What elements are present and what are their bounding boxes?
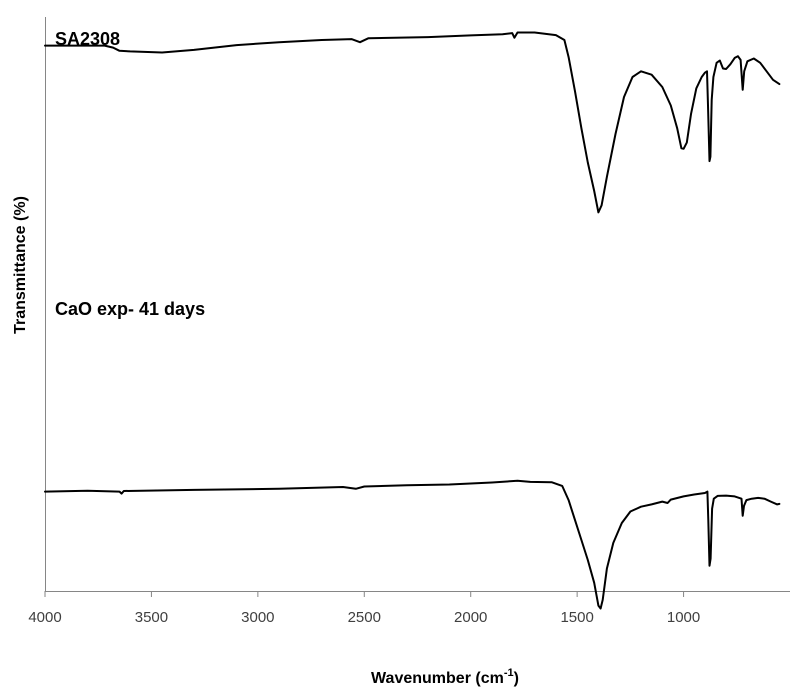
series-layer xyxy=(44,31,781,610)
x-axis-ticks: 4000 3500 3000 2500 2000 1500 1000 xyxy=(28,591,700,626)
x-tick-label: 3500 xyxy=(135,609,168,626)
x-axis-title-superscript: -1 xyxy=(504,667,514,679)
series-label-sa2308: SA2308 xyxy=(55,29,120,49)
x-axis-title: Wavenumber (cm-1) xyxy=(371,667,519,687)
x-tick-label: 1500 xyxy=(560,609,593,626)
labels-layer: SA2308 CaO exp- 41 days Transmittance (%… xyxy=(12,29,519,687)
plot-area xyxy=(45,17,790,592)
series-label-cao-exp: CaO exp- 41 days xyxy=(55,299,205,319)
x-axis-title-main: Wavenumber (cm xyxy=(371,670,504,687)
x-tick-label: 2000 xyxy=(454,609,487,626)
spectrum-line-cao-exp-41-days xyxy=(44,479,781,610)
x-tick-label: 2500 xyxy=(348,609,381,626)
x-axis-title-close: ) xyxy=(514,670,519,687)
spectrum-line-sa2308 xyxy=(44,31,781,214)
x-tick-label: 3000 xyxy=(241,609,274,626)
x-tick-label: 1000 xyxy=(667,609,700,626)
y-axis-title: Transmittance (%) xyxy=(12,196,29,334)
x-tick-label: 4000 xyxy=(28,609,61,626)
